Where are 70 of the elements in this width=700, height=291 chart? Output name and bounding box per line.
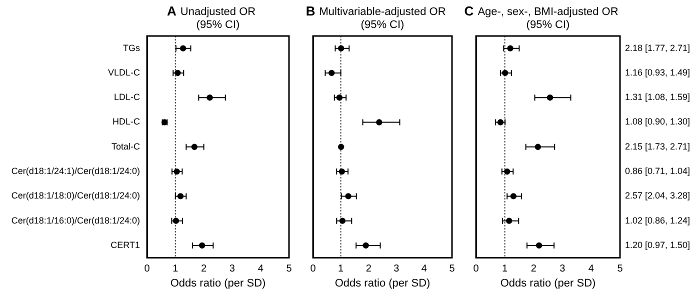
point <box>338 168 346 175</box>
point <box>536 242 542 249</box>
text: 1.31 [1.08, 1.59] <box>625 92 690 102</box>
point <box>206 94 213 101</box>
point <box>362 242 369 249</box>
point <box>338 144 344 150</box>
x-tick-label: 2 <box>201 264 208 275</box>
text: C <box>464 4 474 19</box>
y-tick-label: VLDL-C <box>108 67 140 78</box>
chart-title: Age-, sex-, BMI-adjusted OR (95% CI) <box>478 6 618 32</box>
point <box>177 193 184 200</box>
y-tick-label: Cer(d18:1/24:1)/Cer(d18:1/24:0) <box>11 166 140 176</box>
point <box>534 144 542 150</box>
chart-title: Unadjusted OR (95% CI) <box>180 6 256 32</box>
x-tick-label: 0 <box>144 264 150 275</box>
x-tick-label: 1 <box>338 264 344 275</box>
x-tick-label: 1 <box>502 264 508 275</box>
x-tick-label: 1 <box>172 264 179 275</box>
text: 2.57 [2.04, 3.28] <box>625 190 690 201</box>
text: 1.20 [0.97, 1.50] <box>625 240 690 250</box>
text: 1.16 [0.93, 1.49] <box>625 67 690 78</box>
y-tick-label: Cer(d18:1/16:0)/Cer(d18:1/24:0) <box>11 215 140 226</box>
point <box>506 218 512 224</box>
point <box>504 168 510 175</box>
point <box>174 168 180 175</box>
x-tick-label: 2 <box>530 264 537 275</box>
point <box>345 193 352 200</box>
point <box>198 242 206 249</box>
point <box>180 45 186 52</box>
x-axis-title: Odds ratio (per SD) <box>170 277 266 290</box>
point <box>191 144 198 150</box>
point <box>336 94 343 101</box>
text: 2.15 [1.73, 2.71] <box>625 141 690 152</box>
point <box>507 45 514 52</box>
point <box>502 70 508 76</box>
x-tick-label: 4 <box>258 264 264 275</box>
x-tick-label: 4 <box>588 264 594 275</box>
x-tick-label: 3 <box>229 264 236 275</box>
y-tick-label: CERT1 <box>110 240 140 250</box>
x-tick-label: 5 <box>617 264 624 275</box>
point <box>376 119 382 126</box>
point <box>338 45 344 52</box>
text: 1.08 [0.90, 1.30] <box>625 116 690 127</box>
text: A <box>167 4 178 19</box>
point <box>328 70 335 76</box>
x-tick-label: 0 <box>310 264 316 275</box>
x-axis-title: Odds ratio (per SD) <box>334 277 430 290</box>
y-tick-label: LDL-C <box>114 92 140 102</box>
chart-title: Multivariable-adjusted OR (95% CI) <box>319 6 446 32</box>
text: B <box>306 4 316 19</box>
x-tick-label: 5 <box>449 264 456 275</box>
y-tick-label: HDL-C <box>112 116 140 127</box>
point <box>172 218 180 224</box>
x-tick-label: 0 <box>473 264 480 275</box>
x-axis-title: Odds ratio (per SD) <box>500 277 596 290</box>
y-tick-label: Cer(d18:1/18:0)/Cer(d18:1/24:0) <box>11 190 140 201</box>
x-tick-label: 4 <box>421 264 428 275</box>
point <box>339 218 346 224</box>
text: 1.02 [0.86, 1.24] <box>625 215 690 226</box>
x-tick-label: 3 <box>394 264 400 275</box>
point <box>174 70 181 76</box>
point <box>546 94 554 101</box>
x-tick-label: 2 <box>366 264 372 275</box>
y-tick-label: Total-C <box>111 141 140 152</box>
y-tick-label: TGs <box>123 42 140 53</box>
point <box>510 193 517 200</box>
x-tick-label: 5 <box>286 264 292 275</box>
text: 0.86 [0.71, 1.04] <box>625 166 690 176</box>
text: 2.18 [1.77, 2.71] <box>625 42 690 53</box>
x-tick-label: 3 <box>560 264 566 275</box>
